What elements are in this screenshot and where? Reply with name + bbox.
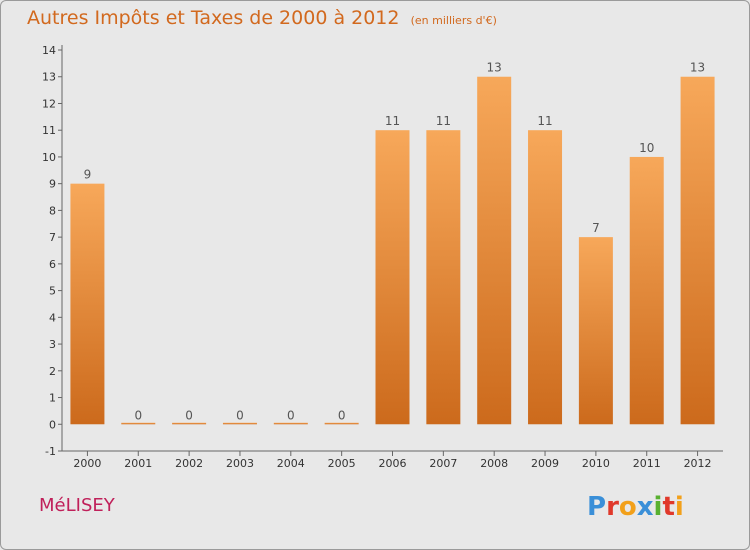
y-tick-label: 7 bbox=[49, 231, 56, 244]
x-tick-label: 2004 bbox=[277, 457, 305, 470]
svg-text:Proxiti: Proxiti bbox=[587, 492, 684, 522]
y-tick-label: 14 bbox=[42, 44, 56, 57]
y-tick-label: 10 bbox=[42, 151, 56, 164]
bar bbox=[680, 76, 715, 425]
x-tick-label: 2012 bbox=[684, 457, 712, 470]
proxiti-logo[interactable]: Proxiti bbox=[585, 489, 695, 525]
y-tick-label: 13 bbox=[42, 71, 56, 84]
data-label: 0 bbox=[287, 408, 295, 422]
y-tick-label: 11 bbox=[42, 124, 56, 137]
y-tick-label: 5 bbox=[49, 285, 56, 298]
x-tick-label: 2008 bbox=[480, 457, 508, 470]
y-tick-label: -1 bbox=[45, 445, 56, 458]
bar bbox=[324, 422, 359, 425]
bar bbox=[222, 422, 257, 425]
y-tick-label: 8 bbox=[49, 204, 56, 217]
data-label: 11 bbox=[436, 114, 451, 128]
bar bbox=[273, 422, 308, 425]
y-tick-label: 4 bbox=[49, 311, 56, 324]
data-label: 11 bbox=[537, 114, 552, 128]
x-tick-label: 2003 bbox=[226, 457, 254, 470]
data-label: 0 bbox=[236, 408, 244, 422]
x-tick-label: 2000 bbox=[73, 457, 101, 470]
y-tick-label: 0 bbox=[49, 418, 56, 431]
y-tick-label: 6 bbox=[49, 258, 56, 271]
title-block: Autres Impôts et Taxes de 2000 à 2012 (e… bbox=[27, 7, 497, 29]
data-label: 10 bbox=[639, 141, 654, 155]
x-tick-label: 2001 bbox=[124, 457, 152, 470]
x-tick-label: 2007 bbox=[429, 457, 457, 470]
y-tick-label: 2 bbox=[49, 365, 56, 378]
data-label: 0 bbox=[134, 408, 142, 422]
data-label: 11 bbox=[385, 114, 400, 128]
bars bbox=[70, 76, 715, 425]
chart-unit: (en milliers d'€) bbox=[410, 14, 497, 27]
x-tick-label: 2009 bbox=[531, 457, 559, 470]
y-tick-label: 12 bbox=[42, 97, 56, 110]
x-tick-label: 2010 bbox=[582, 457, 610, 470]
bar bbox=[172, 422, 207, 425]
bar bbox=[477, 76, 512, 425]
y-tick-label: 9 bbox=[49, 178, 56, 191]
bar bbox=[426, 130, 461, 425]
chart-title: Autres Impôts et Taxes de 2000 à 2012 bbox=[27, 7, 400, 29]
y-tick-label: 1 bbox=[49, 392, 56, 405]
x-tick-label: 2006 bbox=[379, 457, 407, 470]
data-label: 0 bbox=[338, 408, 346, 422]
data-labels: 9 0 0 0 0 0 11 11 13 11 7 10 13 bbox=[84, 61, 706, 423]
x-tick-label: 2011 bbox=[633, 457, 661, 470]
bar bbox=[70, 183, 105, 425]
data-label: 0 bbox=[185, 408, 193, 422]
bar bbox=[629, 156, 664, 425]
bar bbox=[528, 130, 563, 425]
data-label: 13 bbox=[690, 61, 705, 75]
bar bbox=[578, 237, 613, 425]
x-tick-label: 2005 bbox=[328, 457, 356, 470]
data-label: 9 bbox=[84, 168, 92, 182]
x-tick-label: 2002 bbox=[175, 457, 203, 470]
y-tick-label: 3 bbox=[49, 338, 56, 351]
bar bbox=[121, 422, 156, 425]
bar bbox=[375, 130, 410, 425]
commune-name: MéLISEY bbox=[39, 495, 115, 516]
data-label: 7 bbox=[592, 221, 600, 235]
data-label: 13 bbox=[487, 61, 502, 75]
